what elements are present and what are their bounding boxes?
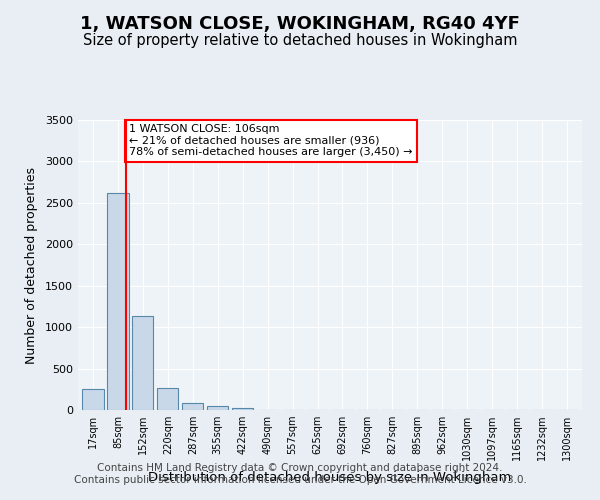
Bar: [232, 408, 253, 410]
X-axis label: Distribution of detached houses by size in Wokingham: Distribution of detached houses by size …: [148, 472, 512, 484]
Bar: [182, 402, 203, 410]
Bar: [132, 316, 154, 410]
Text: 1 WATSON CLOSE: 106sqm
← 21% of detached houses are smaller (936)
78% of semi-de: 1 WATSON CLOSE: 106sqm ← 21% of detached…: [130, 124, 413, 158]
Bar: [157, 388, 178, 410]
Text: Contains HM Land Registry data © Crown copyright and database right 2024.
Contai: Contains HM Land Registry data © Crown c…: [74, 464, 526, 485]
Text: Size of property relative to detached houses in Wokingham: Size of property relative to detached ho…: [83, 32, 517, 48]
Bar: [207, 406, 229, 410]
Y-axis label: Number of detached properties: Number of detached properties: [25, 166, 38, 364]
Bar: [82, 390, 104, 410]
Bar: [107, 193, 128, 410]
Text: 1, WATSON CLOSE, WOKINGHAM, RG40 4YF: 1, WATSON CLOSE, WOKINGHAM, RG40 4YF: [80, 15, 520, 33]
